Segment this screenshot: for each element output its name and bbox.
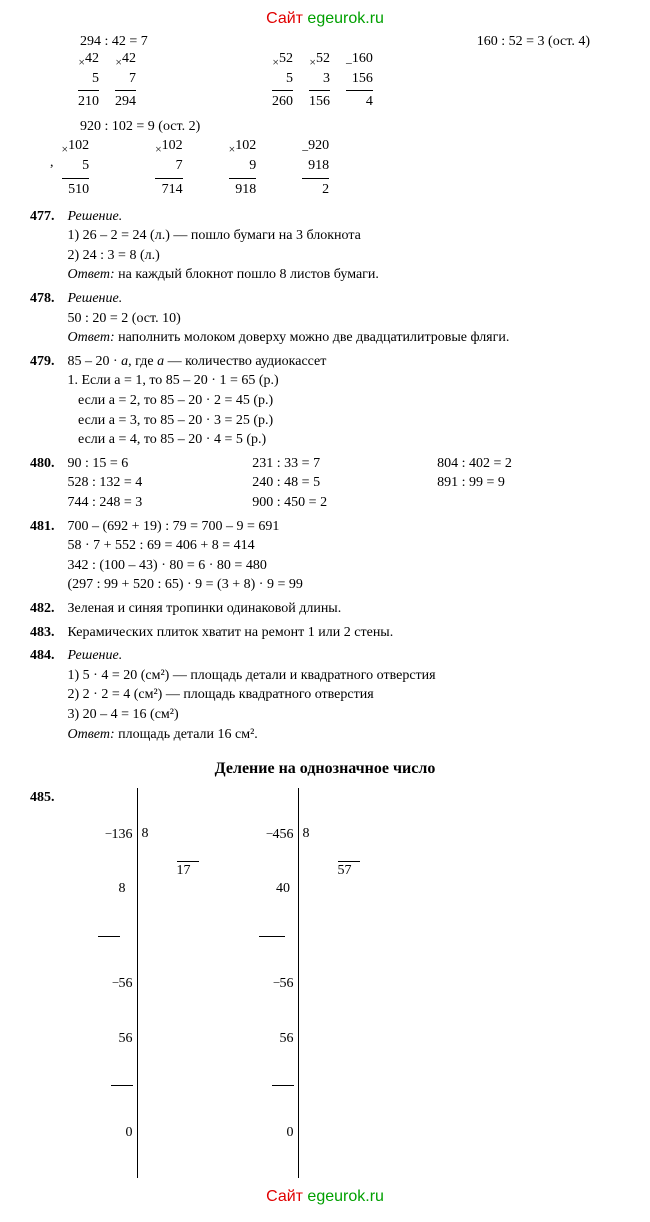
problem-480: 480. 90 : 15 = 6 528 : 132 = 4 744 : 248… bbox=[30, 454, 630, 513]
mult-4: ×52 3 156 bbox=[309, 50, 330, 111]
mult-1: ×42 5 210 bbox=[78, 50, 99, 111]
eq2: 160 : 52 = 3 (ост. 4) bbox=[477, 34, 590, 50]
problem-477: 477. Решение. 1) 26 – 2 = 24 (л.) — пошл… bbox=[30, 207, 630, 285]
problem-481: 481. 700 – (692 + 19) : 79 = 700 – 9 = 6… bbox=[30, 517, 630, 595]
watermark-bottom: Сайт egeurok.ru bbox=[20, 1188, 630, 1206]
problem-485: 485. –136 8 –56 56 0 8 17 bbox=[30, 788, 630, 1178]
longdiv-1: –136 8 –56 56 0 8 17 bbox=[98, 788, 199, 1178]
problem-478: 478. Решение. 50 : 20 = 2 (ост. 10) Отве… bbox=[30, 289, 630, 348]
sub-2: –920 918 2 bbox=[302, 137, 329, 198]
mult-2: ×42 7 294 bbox=[115, 50, 136, 111]
mult-7: ×102 9 918 bbox=[229, 137, 257, 198]
problem-483: 483. Керамических плиток хватит на ремон… bbox=[30, 623, 630, 643]
mult-6: ×102 7 714 bbox=[155, 137, 183, 198]
wm-prefix: Сайт bbox=[266, 10, 307, 27]
longdiv-2: –456 40 –56 56 0 8 57 bbox=[259, 788, 360, 1178]
eq1: 294 : 42 = 7 bbox=[80, 34, 148, 50]
calc-section-1: 294 : 42 = 7 160 : 52 = 3 (ост. 4) ×42 5… bbox=[20, 34, 630, 199]
watermark-top: Сайт egeurok.ru bbox=[20, 10, 630, 28]
problem-482: 482. Зеленая и синяя тропинки одинаковой… bbox=[30, 599, 630, 619]
eq3: 920 : 102 = 9 (ост. 2) bbox=[80, 119, 630, 135]
mult-3: ×52 5 260 bbox=[272, 50, 293, 111]
problem-479: 479. 85 – 20 · a, где a — количество ауд… bbox=[30, 352, 630, 450]
problem-484: 484. Решение. 1) 5 · 4 = 20 (см²) — площ… bbox=[30, 646, 630, 744]
wm-domain: egeurok.ru bbox=[307, 10, 384, 27]
sub-1: –160 156 4 bbox=[346, 50, 373, 111]
section-title: Деление на однозначное число bbox=[20, 760, 630, 778]
mult-5: ×102 5 510 bbox=[62, 137, 90, 198]
